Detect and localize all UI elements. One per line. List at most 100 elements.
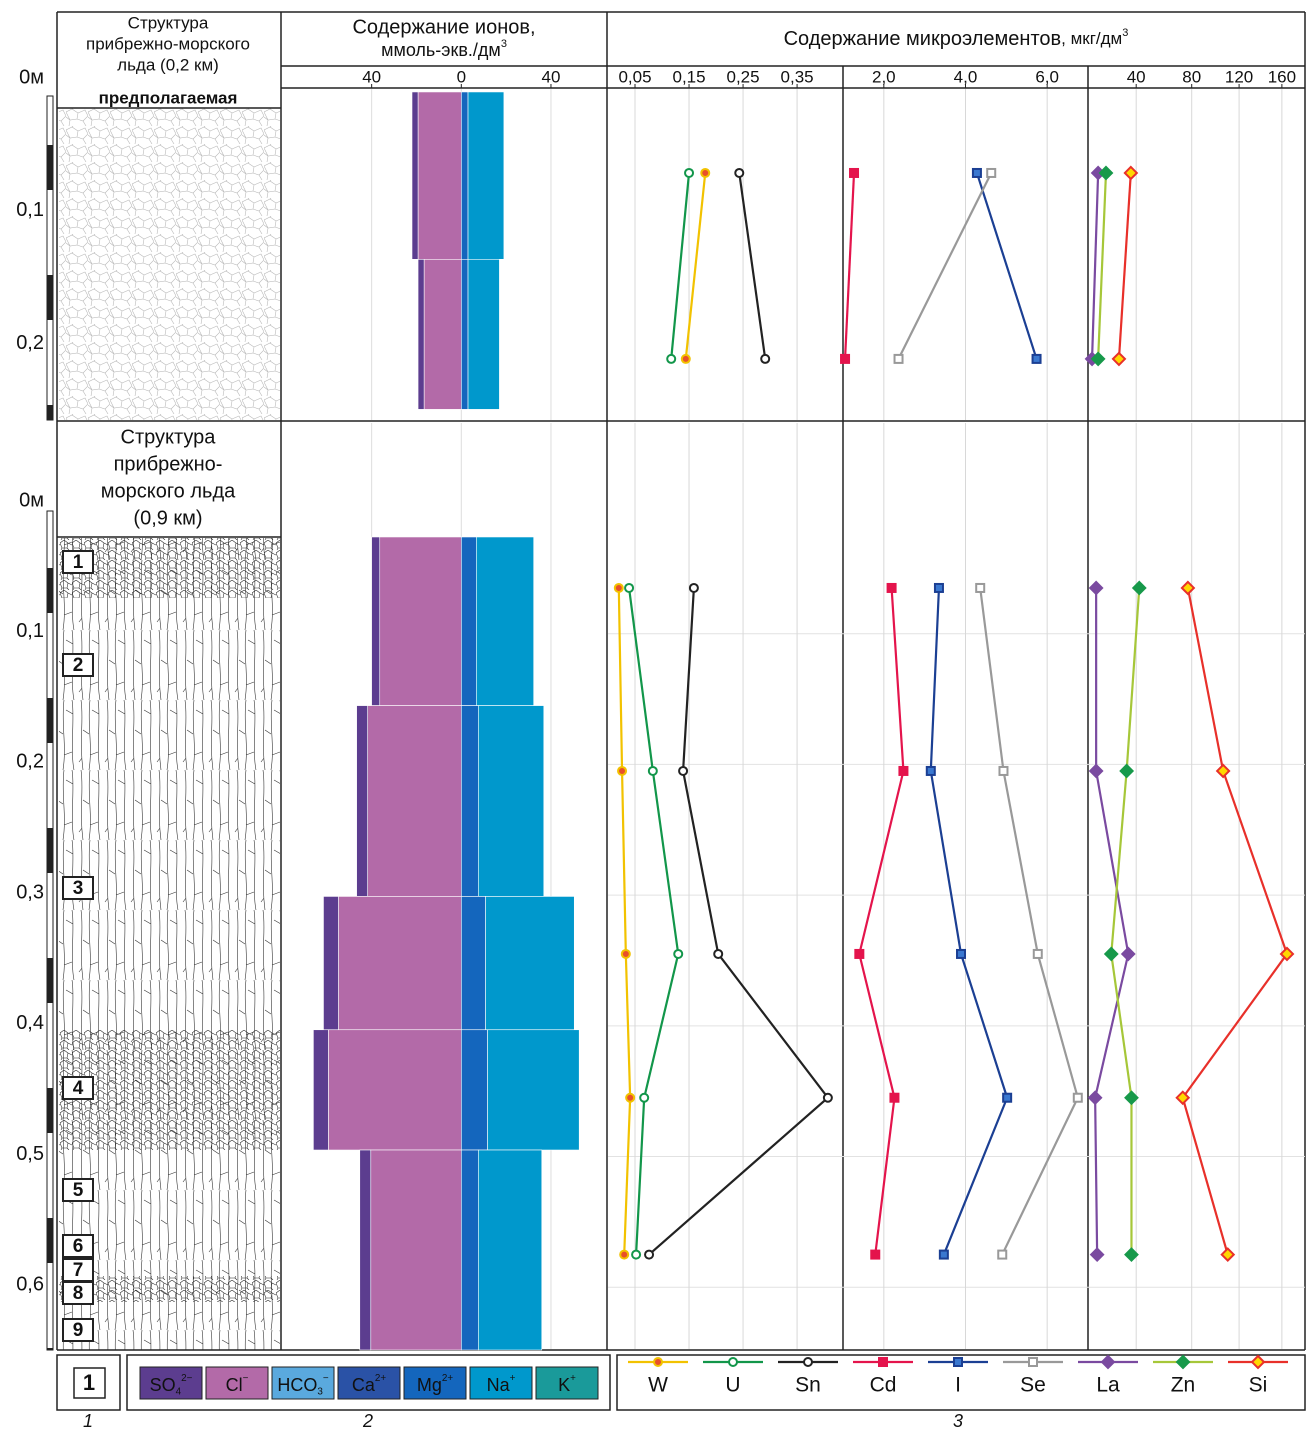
ion-bar bbox=[468, 92, 504, 259]
label-sup: 2− bbox=[181, 1373, 192, 1384]
element-marker bbox=[714, 950, 722, 958]
element-marker bbox=[927, 767, 935, 775]
element-marker bbox=[987, 169, 995, 177]
element-marker bbox=[824, 1094, 832, 1102]
structure-title: Структура bbox=[121, 426, 217, 448]
label-sub: 3 bbox=[317, 1386, 323, 1397]
element-marker bbox=[1033, 355, 1041, 363]
element-marker bbox=[685, 169, 693, 177]
ion-bar bbox=[412, 92, 418, 259]
label-sup: + bbox=[510, 1373, 516, 1384]
layer-label: 9 bbox=[73, 1320, 84, 1341]
element-marker bbox=[895, 355, 903, 363]
y-tick-label: 0м bbox=[19, 489, 44, 511]
element-marker bbox=[645, 1251, 653, 1259]
ion-bar bbox=[424, 259, 461, 409]
legend-label: U bbox=[725, 1374, 740, 1397]
element-marker bbox=[871, 1251, 879, 1259]
layer-label: 2 bbox=[73, 655, 84, 676]
label-sup: − bbox=[323, 1373, 329, 1384]
x-tick-label: 0,05 bbox=[618, 67, 651, 86]
ion-bar bbox=[461, 1030, 487, 1150]
element-marker bbox=[976, 584, 984, 592]
title-part: Содержание микроэлементов bbox=[784, 28, 1062, 50]
label-base: SO bbox=[150, 1375, 176, 1395]
ion-bar bbox=[478, 1150, 541, 1350]
label-base: Mg bbox=[417, 1375, 442, 1395]
x-tick-label: 40 bbox=[1127, 67, 1146, 86]
element-marker bbox=[690, 584, 698, 592]
label-base: Na bbox=[487, 1375, 511, 1395]
caption: 1 bbox=[83, 1411, 93, 1431]
element-marker bbox=[622, 950, 630, 958]
structure-title: Структура bbox=[128, 13, 209, 32]
y-tick-label: 0,6 bbox=[16, 1274, 44, 1296]
element-marker bbox=[679, 767, 687, 775]
x-tick-label: 0 bbox=[457, 67, 466, 86]
depth-bar-segment bbox=[47, 958, 53, 1003]
layer-label: 8 bbox=[73, 1283, 84, 1304]
page: {"structure":{"titles":[["Структура","пр… bbox=[0, 0, 1309, 1433]
ion-bar bbox=[372, 537, 380, 706]
element-marker bbox=[615, 584, 623, 592]
ion-bar bbox=[360, 1150, 371, 1350]
element-marker bbox=[850, 169, 858, 177]
ion-bar bbox=[338, 896, 461, 1029]
x-tick-label: 120 bbox=[1225, 67, 1253, 86]
legend-marker bbox=[729, 1358, 737, 1366]
legend-label: La bbox=[1096, 1374, 1120, 1397]
element-marker bbox=[649, 767, 657, 775]
ion-bar bbox=[380, 537, 462, 706]
label-base: HCO bbox=[277, 1375, 317, 1395]
caption: 2 bbox=[362, 1411, 373, 1431]
ice-texture bbox=[59, 108, 280, 420]
ion-bar bbox=[461, 259, 468, 409]
depth-bar-segment bbox=[47, 405, 53, 420]
layer-label: 3 bbox=[73, 878, 84, 899]
title-sup: 3 bbox=[501, 38, 507, 50]
y-tick-label: 0м bbox=[19, 66, 44, 88]
ion-bar bbox=[313, 1030, 328, 1150]
element-marker bbox=[855, 950, 863, 958]
element-marker bbox=[940, 1251, 948, 1259]
y-tick-label: 0,4 bbox=[16, 1012, 44, 1034]
element-marker bbox=[935, 584, 943, 592]
ion-bar bbox=[486, 896, 575, 1029]
y-tick-label: 0,1 bbox=[16, 199, 44, 221]
label-base: Ca bbox=[352, 1375, 376, 1395]
y-tick-label: 0,2 bbox=[16, 751, 44, 773]
depth-bar-segment bbox=[47, 568, 53, 613]
ion-bar bbox=[368, 706, 462, 897]
label-sup: − bbox=[243, 1373, 249, 1384]
x-tick-label: 80 bbox=[1182, 67, 1201, 86]
ion-bar bbox=[461, 1150, 478, 1350]
depth-bar-segment bbox=[47, 1088, 53, 1133]
legend-marker bbox=[654, 1358, 662, 1366]
element-marker bbox=[998, 1251, 1006, 1259]
x-tick-label: 40 bbox=[542, 67, 561, 86]
x-tick-label: 0,15 bbox=[672, 67, 705, 86]
legend-label: Si bbox=[1249, 1374, 1268, 1397]
legend-label: Se bbox=[1020, 1374, 1046, 1397]
chart-title: Содержание ионов, bbox=[352, 16, 535, 38]
legend-marker bbox=[804, 1358, 812, 1366]
legend-marker bbox=[1029, 1358, 1037, 1366]
layer-label: 5 bbox=[73, 1180, 84, 1201]
ion-bar bbox=[476, 537, 533, 706]
legend-marker bbox=[879, 1358, 887, 1366]
x-tick-label: 0,25 bbox=[727, 67, 760, 86]
element-marker bbox=[667, 355, 675, 363]
ion-bar bbox=[461, 537, 476, 706]
depth-bar-segment bbox=[47, 1348, 53, 1350]
legend-label: 1 bbox=[83, 1370, 95, 1395]
element-marker bbox=[1034, 950, 1042, 958]
ion-bar bbox=[418, 259, 424, 409]
ion-bar bbox=[468, 259, 499, 409]
ion-bar bbox=[418, 92, 461, 259]
element-marker bbox=[888, 584, 896, 592]
element-marker bbox=[1074, 1094, 1082, 1102]
layer-label: 6 bbox=[73, 1236, 84, 1257]
element-marker bbox=[640, 1094, 648, 1102]
structure-title: морского льда bbox=[101, 480, 236, 502]
legend-label: Zn bbox=[1171, 1374, 1196, 1397]
